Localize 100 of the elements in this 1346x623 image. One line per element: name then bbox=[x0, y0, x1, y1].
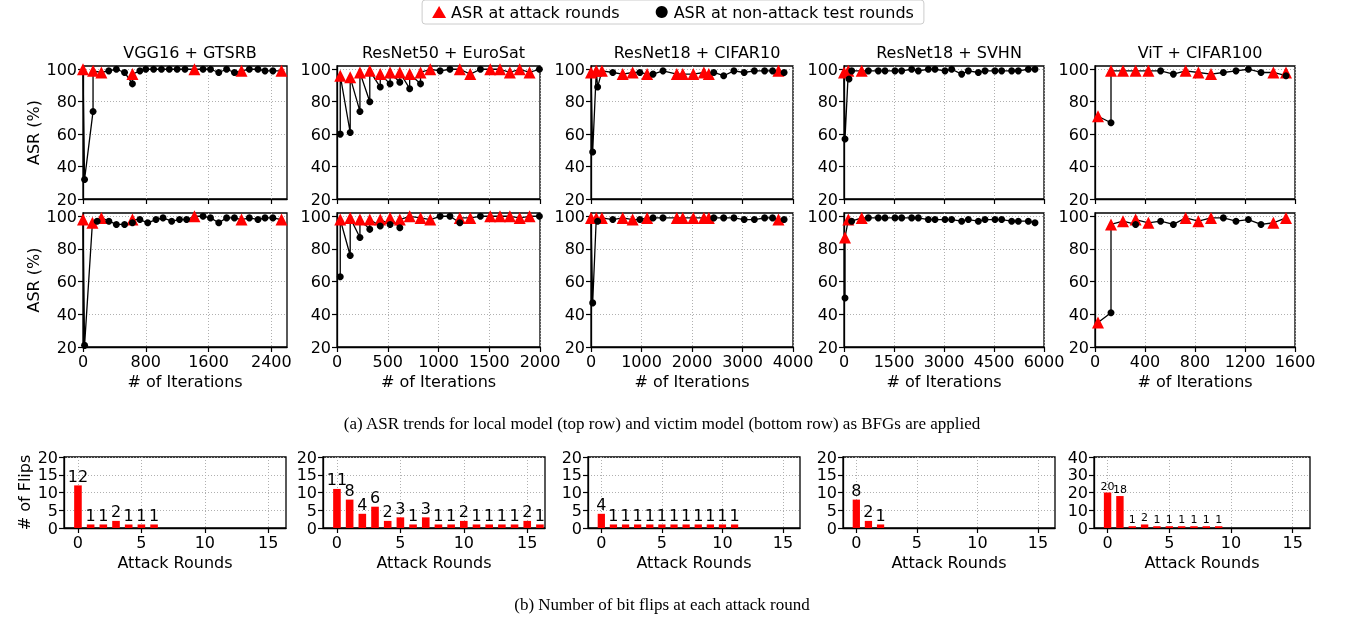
x-tick-label: 5 bbox=[911, 532, 922, 552]
x-tick-label: 15 bbox=[772, 532, 794, 552]
x-tick-label: 15 bbox=[517, 532, 538, 552]
y-tick-label: 100 bbox=[46, 59, 77, 79]
data-label: 1 bbox=[1202, 513, 1210, 527]
y-tick-label: 0 bbox=[1077, 518, 1088, 538]
data-label: 1 bbox=[717, 505, 728, 525]
data-label: 4 bbox=[357, 495, 368, 515]
data-label: 1 bbox=[1128, 513, 1136, 527]
data-label: 1 bbox=[620, 505, 631, 525]
y-tick-label: 20 bbox=[296, 447, 317, 467]
data-label: 8 bbox=[851, 481, 862, 501]
chart-title: ViT + CIFAR100 bbox=[1137, 42, 1263, 62]
x-tick-label: 4500 bbox=[973, 351, 1015, 371]
data-label: 1 bbox=[681, 505, 692, 525]
chart-title: ResNet50 + EuroSat bbox=[361, 42, 526, 62]
data-label: 1 bbox=[668, 505, 680, 525]
data-label: 1 bbox=[705, 505, 716, 525]
data-label: 1 bbox=[1215, 513, 1223, 527]
data-label: 20 bbox=[1100, 479, 1115, 493]
data-label: 2 bbox=[863, 502, 874, 522]
y-tick-label: 100 bbox=[807, 59, 838, 79]
data-label: 1 bbox=[644, 505, 655, 525]
y-tick-label: 40 bbox=[817, 157, 838, 177]
data-label: 1 bbox=[875, 505, 886, 525]
x-tick-label: 1000 bbox=[418, 351, 459, 371]
y-tick-label: 5 bbox=[306, 500, 317, 520]
data-label: 3 bbox=[395, 498, 406, 518]
x-tick-label: 1000 bbox=[621, 351, 662, 371]
y-tick-label: 40 bbox=[817, 304, 838, 324]
x-axis-title: # of Iterations bbox=[1137, 371, 1253, 391]
x-tick-label: 1600 bbox=[1274, 351, 1316, 371]
y-tick-label: 100 bbox=[807, 206, 838, 226]
x-tick-label: 2000 bbox=[519, 351, 561, 371]
y-tick-label: 0 bbox=[306, 518, 317, 538]
x-tick-label: 15 bbox=[1282, 532, 1303, 552]
y-tick-label: 100 bbox=[1058, 206, 1089, 226]
y-tick-label: 40 bbox=[1067, 447, 1088, 467]
y-tick-label: 0 bbox=[47, 518, 58, 538]
y-tick-label: 20 bbox=[817, 337, 838, 357]
data-label: 1 bbox=[407, 505, 419, 525]
data-label: 2 bbox=[458, 502, 469, 522]
y-tick-label: 20 bbox=[564, 189, 585, 209]
x-axis-title: Attack Rounds bbox=[636, 552, 752, 572]
data-label: 2 bbox=[382, 502, 393, 522]
legend-label: ASR at attack rounds bbox=[451, 2, 620, 22]
x-axis-title: Attack Rounds bbox=[1144, 552, 1260, 572]
x-tick-label: 0 bbox=[1102, 532, 1113, 552]
x-tick-label: 10 bbox=[1220, 532, 1242, 552]
y-tick-label: 15 bbox=[296, 465, 317, 485]
y-tick-label: 80 bbox=[564, 92, 585, 112]
y-tick-label: 15 bbox=[816, 465, 837, 485]
x-tick-label: 500 bbox=[372, 351, 404, 371]
y-tick-label: 60 bbox=[310, 124, 331, 144]
x-tick-label: 1500 bbox=[468, 351, 510, 371]
x-tick-label: 800 bbox=[1179, 351, 1211, 371]
text: (b) Number of bit flips at each attack round bbox=[514, 595, 811, 614]
x-axis-title: # of Iterations bbox=[380, 371, 497, 391]
data-label: 1 bbox=[693, 505, 704, 525]
x-tick-label: 15 bbox=[1027, 532, 1049, 552]
data-label: 1 bbox=[484, 505, 495, 525]
y-tick-label: 40 bbox=[564, 304, 585, 324]
y-tick-label: 60 bbox=[564, 272, 585, 292]
data-label: 8 bbox=[344, 481, 355, 501]
y-tick-label: 80 bbox=[817, 92, 838, 112]
y-tick-label: 80 bbox=[310, 239, 331, 259]
y-tick-label: 80 bbox=[1068, 92, 1089, 112]
data-label: 1 bbox=[98, 505, 109, 525]
chart-title: ResNet18 + SVHN bbox=[876, 42, 1022, 62]
x-tick-label: 5 bbox=[136, 532, 147, 552]
y-tick-label: 80 bbox=[56, 239, 77, 259]
y-tick-label: 20 bbox=[56, 337, 77, 357]
y-tick-label: 20 bbox=[56, 189, 77, 209]
y-tick-label: 20 bbox=[37, 447, 58, 467]
y-tick-label: 10 bbox=[37, 483, 58, 502]
chart-title: VGG16 + GTSRB bbox=[123, 42, 257, 62]
x-axis-title: # of Iterations bbox=[127, 371, 243, 391]
legend-label: ASR at non-attack test rounds bbox=[673, 2, 914, 22]
data-label: 1 bbox=[446, 505, 457, 525]
x-tick-label: 5 bbox=[1164, 532, 1175, 552]
chart-title: ResNet18 + CIFAR10 bbox=[613, 42, 781, 62]
data-label: 1 bbox=[136, 505, 147, 525]
y-tick-label: 20 bbox=[817, 189, 838, 209]
y-tick-label: 15 bbox=[37, 465, 58, 485]
y-tick-label: 40 bbox=[1068, 304, 1089, 324]
data-label: 1 bbox=[632, 505, 643, 525]
x-tick-label: 400 bbox=[1129, 351, 1161, 371]
data-label: 1 bbox=[534, 505, 546, 525]
x-tick-label: 15 bbox=[258, 532, 279, 552]
y-tick-label: 20 bbox=[310, 189, 331, 209]
y-tick-label: 60 bbox=[56, 124, 77, 144]
y-tick-label: 40 bbox=[1068, 157, 1089, 177]
data-label: 1 bbox=[1190, 513, 1198, 527]
y-axis-title: ASR (%) bbox=[23, 247, 43, 313]
x-tick-label: 1500 bbox=[873, 351, 915, 371]
x-tick-label: 10 bbox=[712, 532, 733, 552]
y-tick-label: 100 bbox=[554, 206, 585, 226]
y-tick-label: 40 bbox=[56, 304, 77, 324]
y-tick-label: 20 bbox=[310, 337, 331, 357]
x-tick-label: 1600 bbox=[188, 351, 229, 371]
